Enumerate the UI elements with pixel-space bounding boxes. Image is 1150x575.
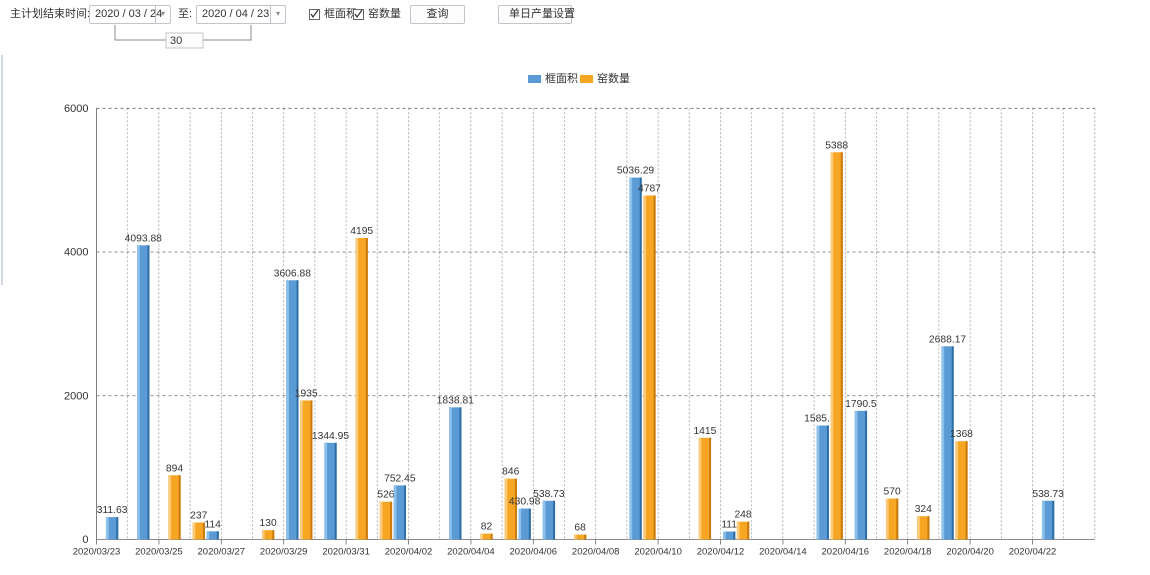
svg-text:2000: 2000 bbox=[64, 390, 88, 402]
svg-text:894: 894 bbox=[166, 463, 183, 474]
svg-text:2020/03/25: 2020/03/25 bbox=[135, 547, 183, 558]
svg-text:2020/03/29: 2020/03/29 bbox=[260, 547, 308, 558]
svg-text:5388: 5388 bbox=[825, 140, 848, 151]
svg-text:4093.88: 4093.88 bbox=[125, 233, 162, 244]
svg-text:1415: 1415 bbox=[693, 426, 716, 437]
svg-text:2020/04/18: 2020/04/18 bbox=[884, 547, 932, 558]
svg-text:68: 68 bbox=[574, 523, 586, 534]
svg-text:538.73: 538.73 bbox=[533, 489, 565, 500]
svg-text:2020/04/20: 2020/04/20 bbox=[946, 547, 994, 558]
svg-text:2020/04/22: 2020/04/22 bbox=[1009, 547, 1057, 558]
svg-text:2020/04/14: 2020/04/14 bbox=[759, 547, 807, 558]
svg-text:1790.5: 1790.5 bbox=[845, 399, 877, 410]
svg-text:2688.17: 2688.17 bbox=[929, 334, 966, 345]
svg-text:1838.81: 1838.81 bbox=[437, 395, 474, 406]
svg-text:1935: 1935 bbox=[295, 388, 318, 399]
svg-text:0: 0 bbox=[82, 534, 88, 546]
svg-text:1368: 1368 bbox=[950, 429, 973, 440]
svg-text:526: 526 bbox=[377, 490, 394, 501]
svg-text:111: 111 bbox=[721, 520, 737, 531]
svg-text:4787: 4787 bbox=[638, 183, 661, 194]
svg-text:570: 570 bbox=[884, 487, 901, 498]
svg-text:1344.95: 1344.95 bbox=[312, 431, 349, 442]
svg-text:4195: 4195 bbox=[350, 226, 373, 237]
svg-text:538.73: 538.73 bbox=[1032, 489, 1064, 500]
svg-text:3606.88: 3606.88 bbox=[274, 268, 311, 279]
svg-text:248: 248 bbox=[734, 510, 751, 521]
svg-text:82: 82 bbox=[481, 522, 493, 533]
svg-text:324: 324 bbox=[915, 504, 932, 515]
svg-text:2020/03/27: 2020/03/27 bbox=[198, 547, 246, 558]
svg-text:2020/04/08: 2020/04/08 bbox=[572, 547, 620, 558]
svg-text:114: 114 bbox=[204, 519, 221, 530]
svg-text:2020/04/12: 2020/04/12 bbox=[697, 547, 745, 558]
svg-text:2020/04/02: 2020/04/02 bbox=[385, 547, 433, 558]
svg-text:2020/04/16: 2020/04/16 bbox=[822, 547, 870, 558]
svg-text:2020/04/04: 2020/04/04 bbox=[447, 547, 495, 558]
svg-text:846: 846 bbox=[502, 467, 519, 478]
svg-text:752.45: 752.45 bbox=[384, 473, 416, 484]
svg-text:2020/04/06: 2020/04/06 bbox=[510, 547, 558, 558]
svg-text:4000: 4000 bbox=[64, 247, 88, 259]
svg-text:6000: 6000 bbox=[64, 103, 88, 115]
svg-text:2020/03/23: 2020/03/23 bbox=[73, 547, 121, 558]
svg-text:2020/04/10: 2020/04/10 bbox=[634, 547, 682, 558]
svg-text:130: 130 bbox=[260, 518, 277, 529]
svg-text:5036.29: 5036.29 bbox=[617, 166, 654, 177]
svg-text:311.63: 311.63 bbox=[97, 505, 128, 516]
svg-text:2020/03/31: 2020/03/31 bbox=[322, 547, 370, 558]
